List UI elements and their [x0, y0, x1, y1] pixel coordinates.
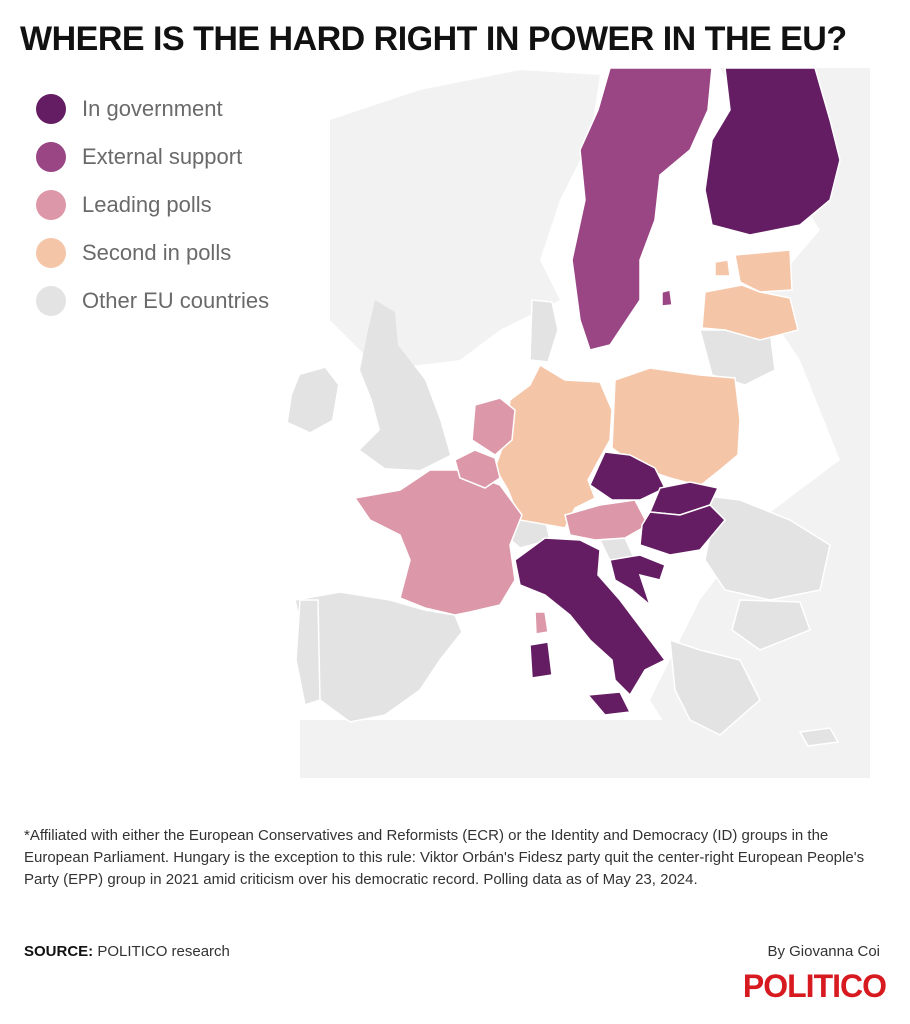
legend-item: Second in polls — [36, 229, 269, 277]
legend-swatch-in-government — [36, 94, 66, 124]
legend-swatch-leading-polls — [36, 190, 66, 220]
footnote: *Affiliated with either the European Con… — [24, 827, 865, 888]
external-support-countries — [571, 68, 713, 351]
legend-item: In government — [36, 85, 269, 133]
legend-swatch-external-support — [36, 142, 66, 172]
leading-polls-countries — [353, 397, 649, 635]
source-label: SOURCE: — [24, 943, 94, 960]
byline: By Giovanna Coi — [767, 943, 880, 960]
legend-label: Second in polls — [82, 240, 232, 265]
legend-item: Leading polls — [36, 181, 269, 229]
politico-logo: POLITICO — [742, 968, 887, 1004]
source-line: SOURCE: POLITICO research — [24, 943, 230, 960]
other-eu-countries — [294, 299, 840, 747]
legend-item: External support — [36, 133, 269, 181]
legend-swatch-other-eu — [36, 286, 66, 316]
second-in-polls-countries — [494, 249, 799, 529]
in-government-countries — [514, 68, 841, 716]
non-eu-uk-ireland — [288, 300, 450, 470]
europe-map — [288, 68, 870, 778]
legend-label: In government — [82, 96, 223, 121]
legend-label: Leading polls — [82, 192, 212, 217]
legend-label: External support — [82, 144, 243, 169]
legend-label: Other EU countries — [82, 288, 270, 313]
source-text: POLITICO research — [97, 943, 230, 960]
background-land — [300, 68, 870, 778]
legend: In government External support Leading p… — [36, 85, 269, 325]
legend-item: Other EU countries — [36, 277, 269, 325]
map-title: WHERE IS THE HARD RIGHT IN POWER IN THE … — [20, 20, 847, 58]
legend-swatch-second-in-polls — [36, 238, 66, 268]
